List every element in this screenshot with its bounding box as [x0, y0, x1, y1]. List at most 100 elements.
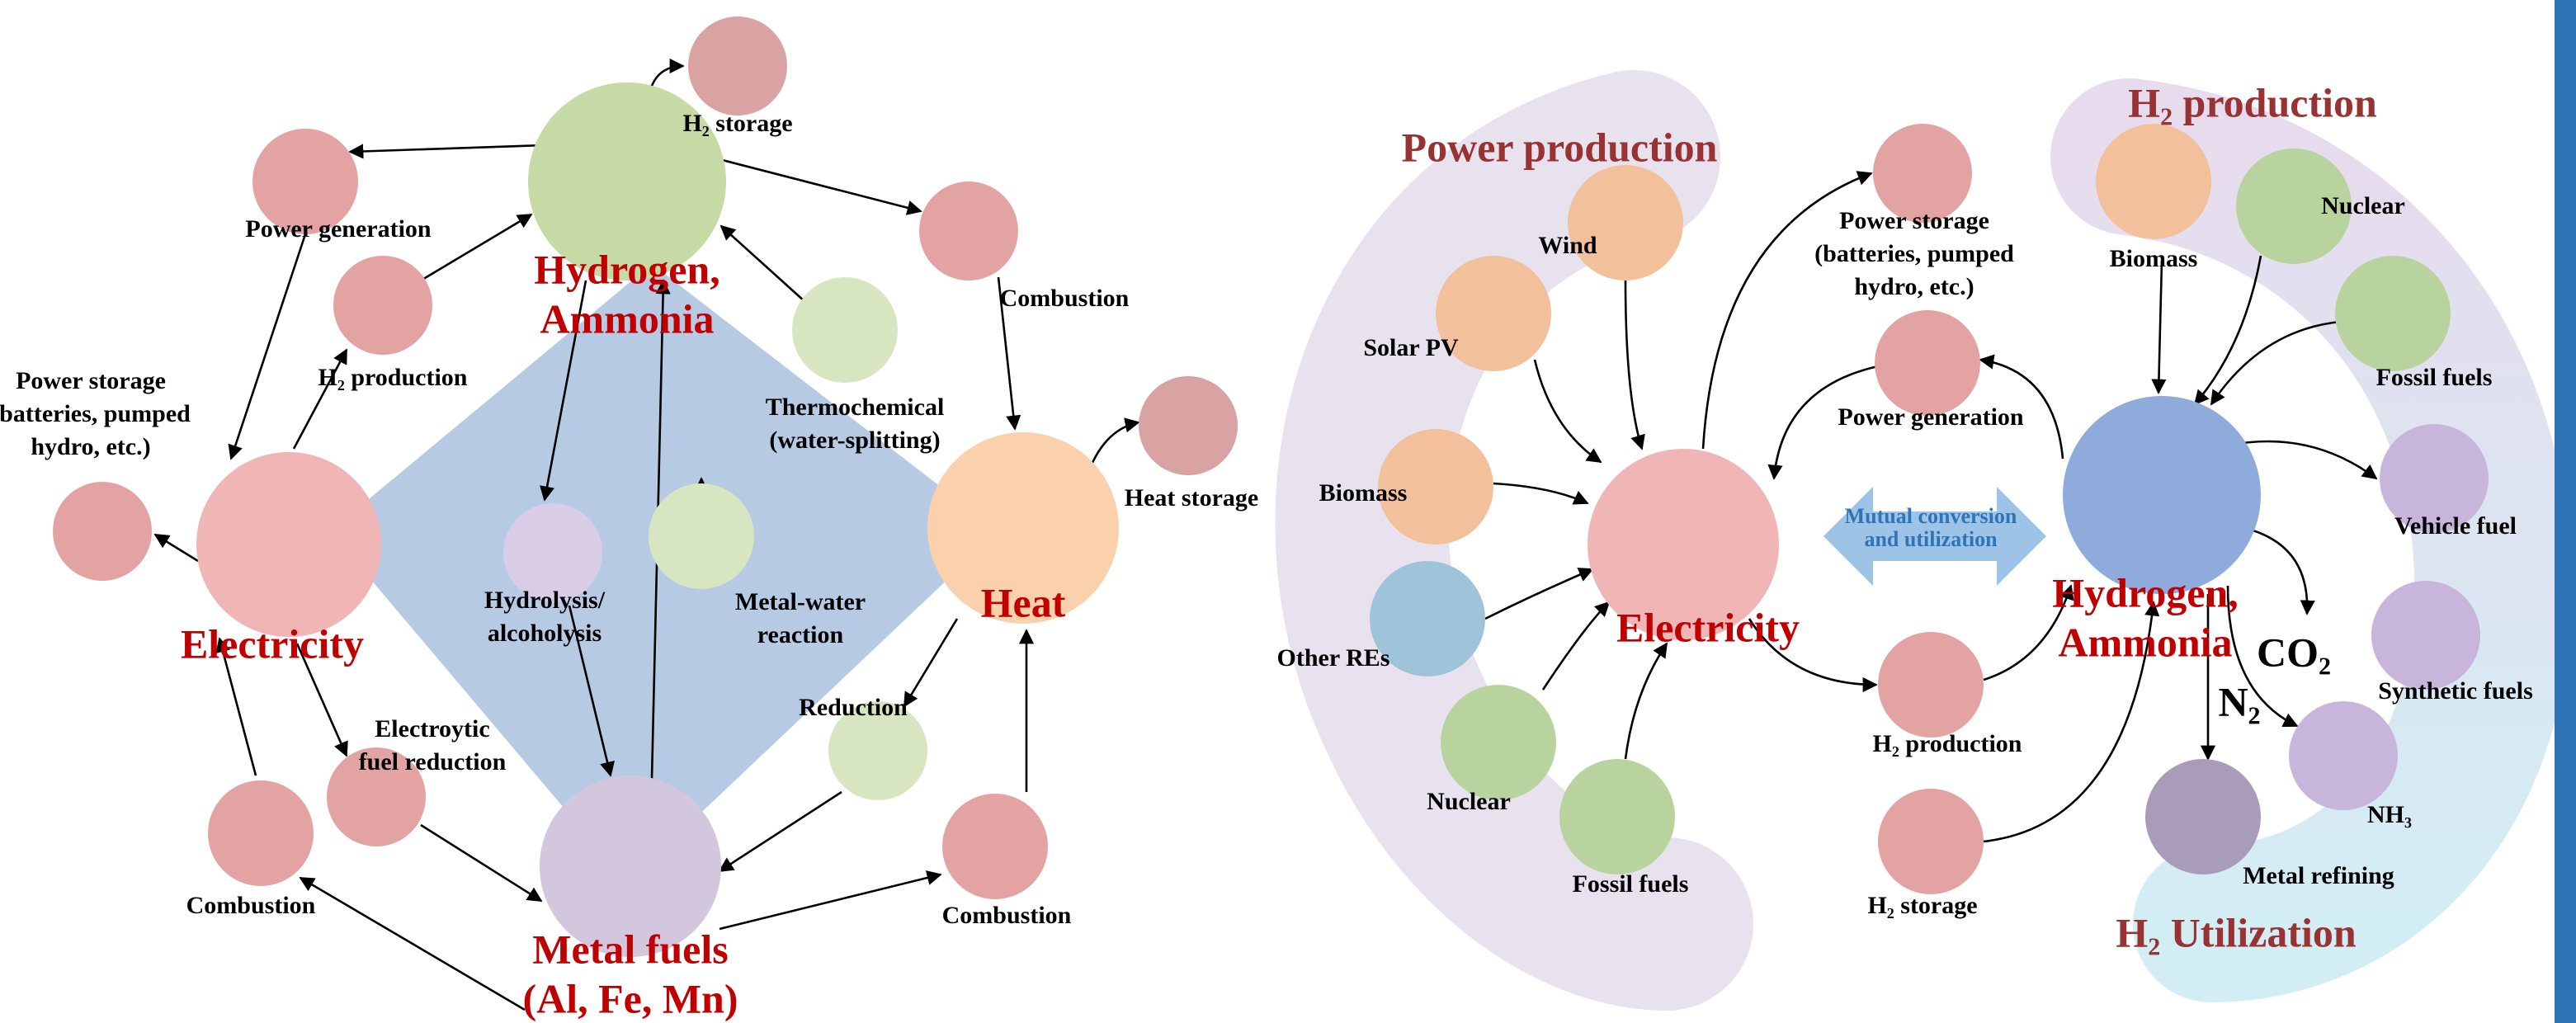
node-circle: [2236, 148, 2352, 264]
node-circle: [2096, 124, 2211, 239]
node-label: Nuclear: [2321, 192, 2405, 219]
node-circle: [528, 82, 726, 280]
node-label: Metal-water: [735, 588, 866, 615]
arrow-label: and utilization: [1864, 527, 1998, 551]
node-label: H₂ storage: [1867, 892, 1977, 919]
arrow: [1533, 359, 1602, 464]
node-label: Power storage: [1839, 207, 1989, 234]
node-label: Electricity: [181, 620, 364, 667]
node-label: hydro, etc.): [1854, 273, 1974, 300]
arrow: [1979, 354, 2064, 460]
arrow: [2243, 526, 2315, 615]
node-label: (Al, Fe, Mn): [522, 975, 738, 1021]
node-circle: [649, 483, 754, 589]
node-circle: [1878, 789, 1984, 894]
arrow: [1493, 482, 1589, 505]
node-label: Power generation: [245, 215, 432, 243]
node-circle: [1370, 561, 1485, 676]
node-label: Reduction: [799, 694, 908, 721]
arrow: [1624, 280, 1645, 450]
arrow: [650, 58, 685, 87]
node-label: Electroytic: [375, 715, 489, 742]
node-circle: [828, 701, 927, 800]
arrow: [420, 213, 533, 282]
arrow: [1983, 584, 2074, 681]
node-label: Power storage: [16, 367, 166, 394]
node-circle: [688, 16, 787, 116]
node-label: H₂ storage: [682, 110, 792, 137]
arrow: [292, 348, 348, 450]
node-label: H₂ production: [318, 364, 468, 391]
arrow: [348, 144, 545, 159]
node-circle: [2380, 424, 2489, 533]
node-circle: [2289, 701, 2398, 810]
group-title: Power production: [1402, 124, 1718, 170]
arrow: [2210, 320, 2341, 406]
node-label: (batteries, pumped: [1814, 240, 2014, 267]
node-label: Combustion: [942, 902, 1072, 929]
arrow: [1748, 618, 1878, 693]
node-label: Wind: [1538, 232, 1597, 259]
node-label: Combustion: [186, 892, 316, 919]
node-label: Combustion: [1000, 285, 1130, 312]
nodes: [53, 16, 2489, 957]
arrow: [568, 605, 615, 777]
node-label: Other REs: [1277, 644, 1390, 672]
node-label: Thermochemical: [766, 394, 945, 421]
node-label: Biomass: [2110, 245, 2198, 272]
arrow: [718, 790, 842, 873]
node-circle: [2335, 256, 2451, 371]
node-label: Fossil fuels: [2376, 364, 2493, 391]
node-label: Biomass: [1319, 479, 1408, 507]
arrow: [2193, 255, 2262, 406]
node-label: Synthetic fuels: [2378, 677, 2533, 705]
node-label: Hydrolysis/: [484, 587, 606, 614]
node-circle: [927, 432, 1119, 624]
arrow: [1701, 171, 1873, 450]
node-circle: [196, 452, 381, 637]
node-label: Metal refining: [2243, 862, 2394, 889]
chemical-label: CO₂: [2257, 629, 2331, 675]
arrow: [295, 643, 348, 757]
node-label: Hydrogen,: [534, 246, 720, 292]
arrow-label: Mutual conversion: [1845, 504, 2017, 528]
node-label: Vehicle fuel: [2394, 512, 2517, 540]
node-label: alcoholysis: [488, 620, 602, 647]
node-circle: [1436, 256, 1551, 371]
arrow: [299, 876, 526, 1011]
arrow: [420, 823, 543, 903]
arrow: [2227, 440, 2378, 480]
node-label: Heat: [981, 579, 1066, 625]
arrow: [719, 224, 806, 303]
node-circle: [942, 794, 1048, 899]
node-circle: [2145, 759, 2261, 874]
arrow: [540, 280, 587, 502]
side-bar: [2555, 0, 2576, 1023]
node-label: Power generation: [1838, 403, 2024, 431]
node-label: Metal fuels: [532, 926, 728, 972]
node-label: Fossil fuels: [1573, 870, 1689, 898]
node-label: Solar PV: [1363, 334, 1459, 361]
node-circle: [792, 277, 898, 383]
node-circle: [540, 776, 721, 957]
arrow: [997, 276, 1021, 431]
node-circle: [1568, 165, 1683, 280]
node-circle: [2063, 396, 2261, 594]
node-circle: [1873, 124, 1972, 223]
arrow: [2151, 260, 2167, 394]
node-label: (water-splitting): [769, 427, 940, 454]
node-label: Nuclear: [1427, 788, 1511, 815]
group-title: H₂ production: [2128, 79, 2377, 125]
arrow: [709, 155, 922, 215]
arrow: [228, 233, 307, 460]
node-label: Electricity: [1616, 604, 1800, 650]
group-title: H₂ Utilization: [2116, 909, 2357, 955]
node-label: NH₃: [2367, 801, 2412, 828]
node-label: Hydrogen,: [2052, 569, 2239, 615]
node-label: Heat storage: [1125, 484, 1258, 512]
node-circle: [208, 780, 314, 886]
arrow: [215, 637, 257, 776]
arrow: [1087, 417, 1140, 471]
